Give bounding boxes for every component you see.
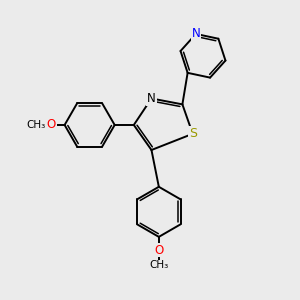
Text: O: O — [154, 244, 164, 256]
Text: CH₃: CH₃ — [149, 260, 169, 270]
Text: S: S — [189, 127, 197, 140]
Text: O: O — [47, 118, 56, 131]
Text: N: N — [147, 92, 156, 105]
Text: CH₃: CH₃ — [26, 120, 46, 130]
Text: N: N — [191, 27, 200, 40]
